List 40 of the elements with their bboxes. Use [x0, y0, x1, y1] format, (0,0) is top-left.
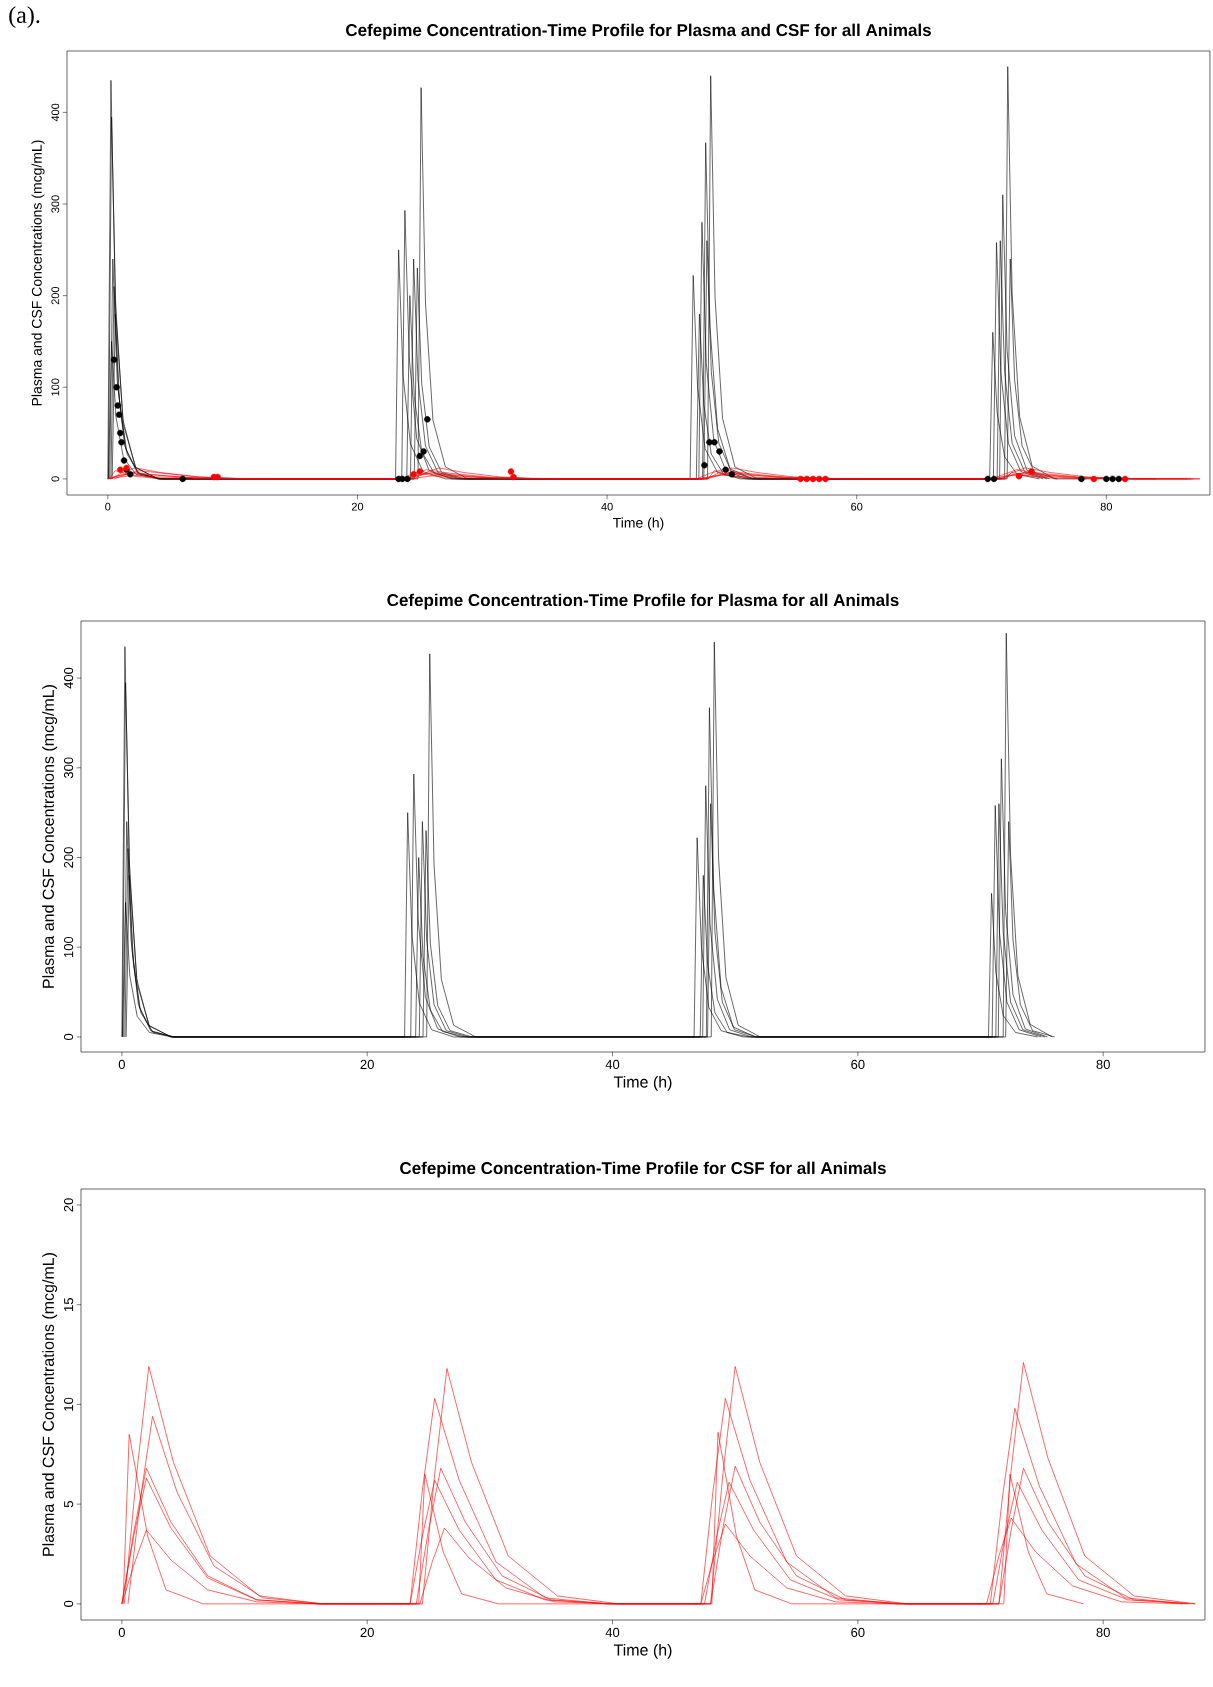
x-tick-label: 80 [1096, 1627, 1110, 1638]
x-tick-label: 20 [360, 1627, 374, 1638]
y-tick-label: 300 [63, 757, 74, 779]
y-tick-label: 20 [63, 1198, 74, 1212]
y-tick-label: 15 [64, 1298, 74, 1311]
chart-title: Cefepime Concentration-Time Profile for Plasma for all Animals [387, 593, 899, 610]
x-tick-label: 60 [851, 1059, 865, 1070]
y-tick-label: 100 [51, 378, 60, 396]
y-tick-label: 200 [51, 286, 60, 305]
x-tick-label: 40 [605, 1059, 620, 1070]
x-axis-title: Time (h) [612, 517, 664, 531]
x-tick-label: 20 [360, 1059, 374, 1070]
x-tick-label: 40 [605, 1627, 620, 1638]
x-tick-label: 80 [1100, 502, 1113, 511]
x-tick-label: 0 [105, 502, 111, 511]
y-tick-label: 0 [63, 1600, 74, 1607]
y-axis-title: Plasma and CSF Concentrations (mcg/mL) [42, 1253, 58, 1556]
y-tick-label: 0 [51, 476, 60, 482]
y-tick-label: 10 [63, 1397, 74, 1411]
y-tick-label: 400 [63, 667, 74, 689]
y-tick-label: 5 [64, 1501, 74, 1508]
x-axis-title: Time (h) [613, 1075, 672, 1091]
x-tick-label: 40 [601, 502, 613, 511]
chart-title: Cefepime Concentration-Time Profile for Plasma and CSF for all Animals [346, 23, 931, 40]
x-tick-label: 20 [351, 502, 364, 511]
y-axis-title: Plasma and CSF Concentrations (mcg/mL) [42, 685, 58, 988]
y-tick-label: 400 [51, 103, 60, 122]
x-tick-label: 0 [118, 1059, 125, 1070]
x-tick-label: 60 [851, 502, 863, 511]
x-tick-label: 60 [851, 1627, 865, 1638]
y-tick-label: 300 [51, 195, 60, 213]
text: (a). [9, 6, 40, 28]
x-tick-label: 0 [118, 1627, 125, 1638]
y-tick-label: 0 [63, 1033, 74, 1041]
y-tick-label: 200 [63, 847, 74, 868]
chart-title: Cefepime Concentration-Time Profile for CSF for all Animals [400, 1161, 886, 1178]
x-tick-label: 80 [1096, 1059, 1110, 1070]
y-axis-title: Plasma and CSF Concentrations (mcg/mL) [31, 140, 45, 406]
y-tick-label: 100 [63, 936, 74, 958]
x-axis-title: Time (h) [613, 1643, 672, 1659]
